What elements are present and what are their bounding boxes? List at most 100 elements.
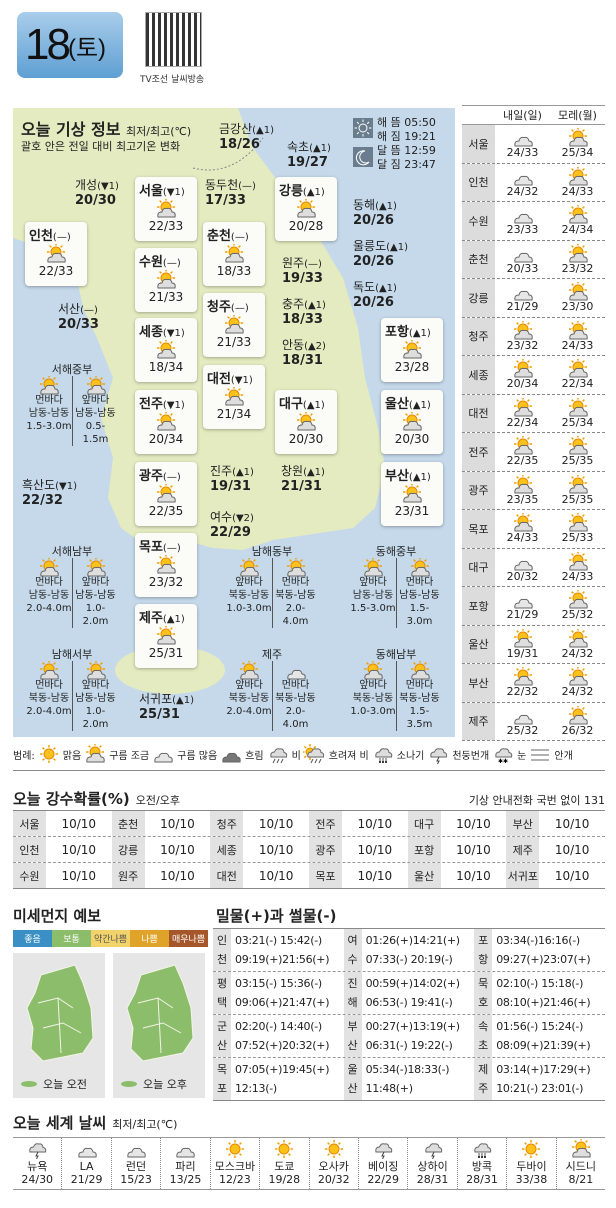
temp-change: (▲1)	[302, 400, 325, 411]
city-card-부산[interactable]: 부산(▲1) 23/31	[381, 462, 443, 526]
city-card-광주[interactable]: 광주(—) 22/35	[135, 462, 197, 526]
precip-sub: 오전/오후	[135, 794, 180, 807]
temp-change: (—)	[52, 232, 71, 243]
precip-city: 부산	[506, 811, 540, 836]
sea-area: 먼바다	[35, 395, 63, 406]
temp-change: (▲1)	[408, 328, 431, 339]
thunder-icon	[426, 744, 450, 764]
tide-times: 02:10(-) 15:18(-) 08:10(+)21:46(+)	[492, 972, 591, 1014]
partly-cloudy-icon	[397, 558, 442, 577]
temp-change: (▼1)	[97, 181, 119, 192]
sea-column: 먼바다 남동-남동 1.5-3.0m	[26, 376, 72, 446]
forecast-temp: 26/32	[561, 723, 594, 737]
legend-label: 흐려져 비	[328, 750, 369, 762]
cloudy-icon	[62, 1138, 110, 1160]
tide-row: 군산 02:20(-) 14:40(-) 07:52(+)20:32(+) 부산 00:…	[213, 1015, 605, 1058]
sea-column: 먼바다 북동-남동 2.0-4.0m	[272, 558, 318, 628]
city-card-울산[interactable]: 울산(▲1) 20/30	[381, 390, 443, 454]
forecast-temp: 25/35	[561, 492, 594, 506]
forecast-temp: 24/33	[561, 184, 594, 198]
cloudy-icon	[273, 661, 318, 680]
world-city: 런던 15/23	[110, 1138, 160, 1189]
forecast-row: 대전 22/34 25/34	[462, 394, 605, 433]
header-tomorrow: 내일(일)	[503, 109, 542, 122]
wave-height: 1.0-3.0m	[350, 706, 396, 717]
temp-change: (▲1)	[408, 472, 431, 483]
world-city-name: 베이징	[367, 1160, 399, 1173]
forecast-cell: 24/33	[495, 125, 550, 163]
forecast-cell: 25/33	[550, 510, 605, 548]
city-card-인천[interactable]: 인천(—) 22/33	[25, 222, 87, 286]
partly-cloudy-icon	[495, 628, 550, 647]
tide-place: 군산	[213, 1015, 231, 1057]
city-card-수원[interactable]: 수원(—) 21/33	[135, 248, 197, 312]
city-card-대구[interactable]: 대구(▲1) 20/30	[275, 390, 337, 454]
sea-column: 앞바다 북동-남동 1.0-3.0m	[350, 661, 396, 731]
city-temp: 23/32	[148, 575, 184, 589]
city-card-대전[interactable]: 대전(▼1) 21/34	[203, 365, 265, 429]
world-city: 파리 13/25	[160, 1138, 209, 1189]
legend-label: 비	[291, 750, 301, 762]
tide-cell: 부산 00:27(+)13:19(+) 06:31(-) 19:22(-)	[343, 1015, 475, 1057]
city-card-포항[interactable]: 포항(▲1) 23/28	[381, 318, 443, 382]
partly-cloudy-icon	[135, 412, 197, 432]
sea-column: 앞바다 남동-남동 1.5-3.0m	[350, 558, 396, 628]
forecast-cell: 23/35	[495, 472, 550, 510]
temp-change: (—)	[162, 258, 181, 269]
cloudy-icon	[495, 282, 550, 301]
precip-city: 전주	[309, 811, 342, 836]
city-name: 제주(▲1)	[139, 611, 185, 626]
precip-city: 청주	[210, 811, 244, 836]
tide-times: 01:26(+)14:21(+) 07:33(-) 20:19(-)	[362, 929, 461, 971]
city-temp: 18/26	[219, 137, 260, 152]
tide-place: 진해	[343, 972, 362, 1014]
thunder-icon	[408, 1138, 456, 1160]
precip-city: 대전	[210, 863, 244, 888]
tide-row: 인천 03:21(-) 15:42(-) 09:19(+)21:56(+) 여수 01:…	[213, 929, 605, 972]
city-name: 춘천(—)	[207, 229, 249, 244]
city-card-강릉[interactable]: 강릉(▲1) 20/28	[275, 177, 337, 241]
temp-change: (▼2)	[232, 513, 254, 524]
sea-columns: 먼바다 남동-남동 1.5-3.0m 앞바다 남동-남동 0.5-1.5m	[26, 376, 118, 446]
temp-change: (▼1)	[55, 481, 77, 492]
forecast-temp: 22/34	[561, 377, 594, 390]
shower-icon	[371, 744, 395, 764]
sea-area: 앞바다	[235, 680, 263, 691]
city-label-진주: 진주(▲1) 19/31	[210, 462, 254, 494]
temp-change: (▲1)	[375, 201, 397, 212]
city-temp: 21/33	[148, 290, 184, 304]
cloudy-icon	[112, 1138, 160, 1160]
city-card-춘천[interactable]: 춘천(—) 18/33	[203, 222, 265, 286]
city-card-청주[interactable]: 청주(—) 21/33	[203, 293, 265, 357]
sea-area: 앞바다	[359, 577, 387, 588]
forecast-temp: 25/34	[561, 415, 594, 429]
cloudy-icon	[495, 205, 550, 224]
partly-cloudy-icon	[135, 270, 197, 290]
city-card-목포[interactable]: 목포(—) 23/32	[135, 533, 197, 597]
forecast-city: 수원	[462, 202, 495, 240]
city-card-제주[interactable]: 제주(▲1) 25/31	[135, 604, 197, 668]
partly-cloudy-icon	[495, 397, 550, 416]
city-card-전주[interactable]: 전주(▼1) 20/34	[135, 390, 197, 454]
forecast-cell: 23/30	[550, 279, 605, 317]
partly-cloudy-icon	[550, 359, 605, 378]
sea-column: 먼바다 남동-남동 2.0-4.0m	[26, 558, 72, 628]
wind-direction: 남동-남동	[75, 693, 116, 704]
wind-direction: 북동-남동	[228, 693, 270, 704]
qr-code[interactable]	[145, 12, 202, 67]
tides-title: 밀물(+)과 썰물(-)	[216, 907, 337, 925]
sea-area: 앞바다	[81, 577, 110, 588]
tide-line: 01:26(+)14:21(+)	[365, 934, 461, 947]
city-label-개성: 개성(▼1) 20/30	[75, 176, 119, 208]
partly-cloudy-icon	[550, 205, 605, 224]
city-label-서산: 서산(—) 20/33	[58, 300, 99, 332]
wave-height: 2.0-4.0m	[282, 603, 309, 627]
cloudy-icon	[495, 167, 550, 185]
wind-direction: 남동-남동	[399, 590, 440, 601]
city-card-세종[interactable]: 세종(▼1) 18/34	[135, 318, 197, 382]
city-temp: 20/30	[75, 193, 116, 208]
city-card-서울[interactable]: 서울(▼1) 22/33	[135, 177, 197, 241]
sea-column: 먼바다 남동-남동 1.5-3.0m	[396, 558, 442, 628]
precip-city: 강릉	[111, 837, 145, 862]
partly-cloudy-icon	[550, 628, 605, 647]
